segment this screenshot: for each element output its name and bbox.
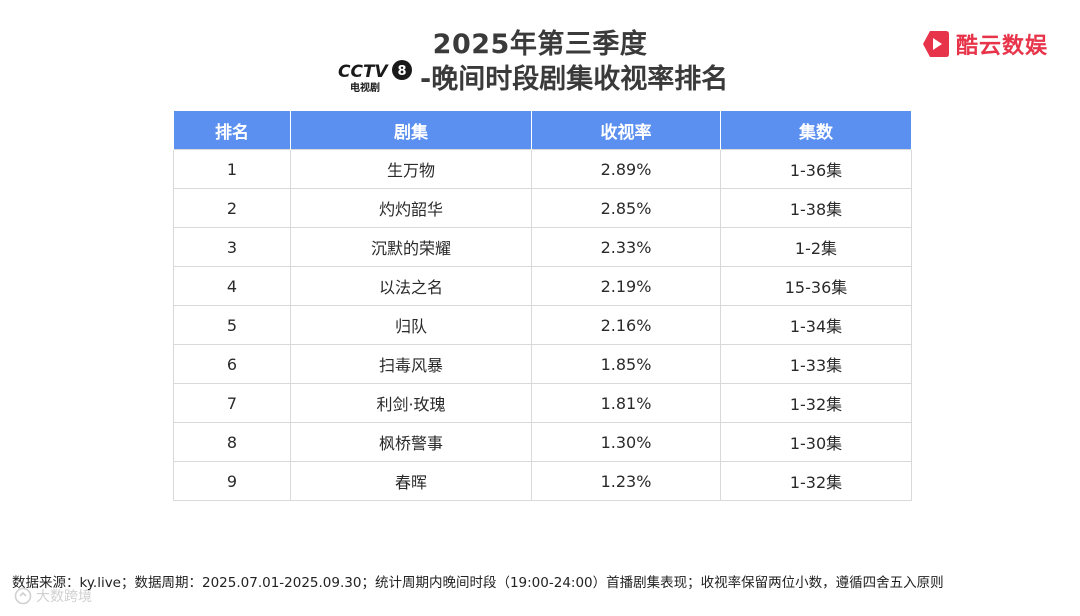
logo-cctv-text: CCTV (338, 62, 390, 82)
cell-episodes: 1-30集 (720, 422, 912, 462)
cell-rating: 2.33% (531, 227, 721, 267)
cell-rank: 2 (173, 188, 291, 228)
cell-rating: 2.19% (531, 266, 721, 306)
cell-rank: 1 (173, 149, 291, 189)
cell-drama: 枫桥警事 (290, 422, 532, 462)
cell-rank: 8 (173, 422, 291, 462)
cell-rating: 2.89% (531, 149, 721, 189)
watermark-text: 大数跨境 (36, 589, 92, 605)
table-row: 4 以法之名 2.19% 15-36集 (173, 266, 912, 306)
cell-drama: 以法之名 (290, 266, 532, 306)
cell-episodes: 15-36集 (720, 266, 912, 306)
cell-drama: 春晖 (290, 461, 532, 501)
table-row: 1 生万物 2.89% 1-36集 (173, 149, 912, 189)
brand-logo: 酷云数娱 (922, 28, 1048, 60)
title-suffix: -晚间时段剧集收视率排名 (420, 63, 729, 95)
cell-rank: 6 (173, 344, 291, 384)
table-header-row: 排名 剧集 收视率 集数 (173, 111, 912, 150)
cell-rank: 3 (173, 227, 291, 267)
table-row: 7 利剑·玫瑰 1.81% 1-32集 (173, 383, 912, 423)
cell-rating: 1.23% (531, 461, 721, 501)
subtitle-line: CCTV 8 电视剧 -晚间时段剧集收视率排名 (336, 56, 728, 96)
cell-rank: 9 (173, 461, 291, 501)
cell-episodes: 1-33集 (720, 344, 912, 384)
cctv8-logo-icon: CCTV 8 电视剧 (338, 60, 412, 94)
cell-episodes: 1-38集 (720, 188, 912, 228)
cell-drama: 生万物 (290, 149, 532, 189)
column-header-rating: 收视率 (531, 111, 721, 150)
cell-drama: 沉默的荣耀 (290, 227, 532, 267)
cell-rating: 1.85% (531, 344, 721, 384)
cell-episodes: 1-32集 (720, 461, 912, 501)
table-row: 3 沉默的荣耀 2.33% 1-2集 (173, 227, 912, 267)
table-row: 8 枫桥警事 1.30% 1-30集 (173, 422, 912, 462)
table-row: 9 春晖 1.23% 1-32集 (173, 461, 912, 501)
cell-rating: 2.85% (531, 188, 721, 228)
column-header-episodes: 集数 (720, 111, 912, 150)
logo-number: 8 (397, 64, 406, 79)
watermark: 大数跨境 (14, 586, 92, 606)
cell-rating: 2.16% (531, 305, 721, 345)
cell-rank: 7 (173, 383, 291, 423)
cell-episodes: 1-34集 (720, 305, 912, 345)
table-row: 6 扫毒风暴 1.85% 1-33集 (173, 344, 912, 384)
table-row: 5 归队 2.16% 1-34集 (173, 305, 912, 345)
logo-channel-text: 电视剧 (350, 81, 380, 94)
cell-rank: 4 (173, 266, 291, 306)
page-title: 2025年第三季度 (432, 29, 648, 60)
cell-rank: 5 (173, 305, 291, 345)
cell-episodes: 1-2集 (720, 227, 912, 267)
cell-episodes: 1-36集 (720, 149, 912, 189)
ranking-table: 排名 剧集 收视率 集数 1 生万物 2.89% 1-36集 2 灼灼韶华 2.… (173, 111, 912, 501)
cell-drama: 灼灼韶华 (290, 188, 532, 228)
cell-drama: 归队 (290, 305, 532, 345)
cell-episodes: 1-32集 (720, 383, 912, 423)
brand-name: 酷云数娱 (955, 34, 1048, 59)
cell-rating: 1.81% (531, 383, 721, 423)
column-header-rank: 排名 (173, 111, 291, 150)
brand-play-icon (922, 31, 949, 57)
cell-rating: 1.30% (531, 422, 721, 462)
watermark-logo-icon (14, 587, 32, 605)
column-header-drama: 剧集 (290, 111, 532, 150)
cell-drama: 利剑·玫瑰 (290, 383, 532, 423)
table-row: 2 灼灼韶华 2.85% 1-38集 (173, 188, 912, 228)
cell-drama: 扫毒风暴 (290, 344, 532, 384)
data-source-note: 数据来源：ky.live；数据周期：2025.07.01-2025.09.30；… (12, 575, 944, 591)
